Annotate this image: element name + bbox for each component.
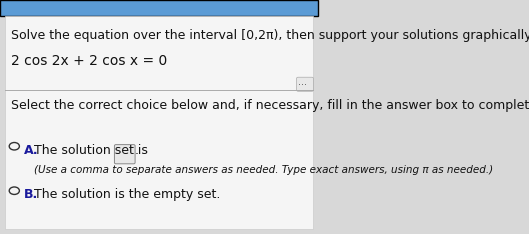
- FancyBboxPatch shape: [114, 145, 135, 164]
- Text: The solution set is: The solution set is: [34, 144, 152, 157]
- Text: A.: A.: [24, 144, 39, 157]
- Text: The solution is the empty set.: The solution is the empty set.: [34, 188, 221, 201]
- Text: B.: B.: [24, 188, 38, 201]
- FancyBboxPatch shape: [297, 77, 313, 91]
- Text: Solve the equation over the interval [0,2π), then support your solutions graphic: Solve the equation over the interval [0,…: [11, 29, 529, 42]
- Text: Select the correct choice below and, if necessary, fill in the answer box to com: Select the correct choice below and, if …: [11, 99, 529, 113]
- Text: (Use a comma to separate answers as needed. Type exact answers, using π as neede: (Use a comma to separate answers as need…: [34, 165, 493, 175]
- FancyBboxPatch shape: [0, 0, 318, 16]
- Text: ...: ...: [298, 77, 307, 87]
- Text: .: .: [134, 144, 139, 157]
- Text: 2 cos 2x + 2 cos x = 0: 2 cos 2x + 2 cos x = 0: [11, 54, 167, 68]
- FancyBboxPatch shape: [5, 16, 313, 229]
